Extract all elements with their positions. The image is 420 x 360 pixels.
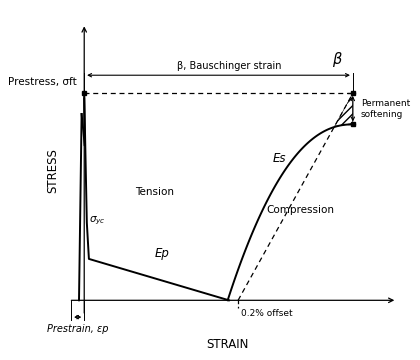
Text: Prestress, σft: Prestress, σft [8,77,76,87]
Text: Tension: Tension [135,186,174,197]
Text: Ep: Ep [155,247,170,260]
Text: $\sigma_{yc}$: $\sigma_{yc}$ [89,215,106,227]
Text: 0.2% offset: 0.2% offset [241,309,292,318]
Text: STRAIN: STRAIN [207,338,249,351]
Text: Prestrain, εp: Prestrain, εp [47,324,108,334]
Text: Compression: Compression [267,205,335,215]
Text: Es: Es [273,152,286,165]
Text: Permanent
softening: Permanent softening [361,99,410,119]
Text: STRESS: STRESS [47,149,59,193]
Text: β, Bauschinger strain: β, Bauschinger strain [177,61,281,71]
Text: $\beta$: $\beta$ [332,50,343,69]
